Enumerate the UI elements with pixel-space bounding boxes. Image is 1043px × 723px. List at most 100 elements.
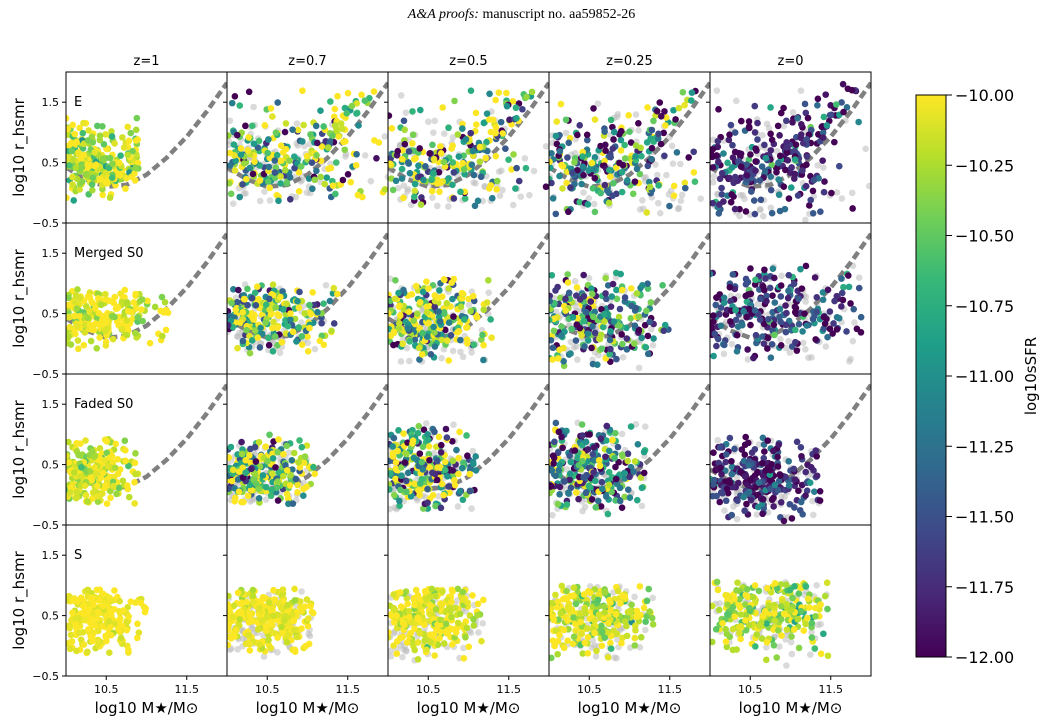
galaxy-point xyxy=(809,187,817,195)
galaxy-point xyxy=(74,286,81,293)
galaxy-point xyxy=(728,463,736,471)
galaxy-point xyxy=(785,482,793,489)
galaxy-point xyxy=(124,308,132,315)
galaxy-point xyxy=(392,465,399,473)
galaxy-point xyxy=(795,320,803,328)
background-point xyxy=(805,354,812,361)
galaxy-point xyxy=(77,440,84,447)
galaxy-point xyxy=(266,431,273,439)
galaxy-point xyxy=(125,493,133,501)
galaxy-point xyxy=(236,319,244,326)
galaxy-point xyxy=(480,306,488,313)
galaxy-point xyxy=(249,170,257,178)
galaxy-point xyxy=(132,470,139,478)
galaxy-point xyxy=(67,341,75,348)
galaxy-point xyxy=(812,336,819,343)
galaxy-point xyxy=(636,170,644,178)
galaxy-point xyxy=(638,152,645,160)
galaxy-point xyxy=(717,304,725,311)
galaxy-point xyxy=(797,444,805,451)
background-point xyxy=(635,364,643,372)
galaxy-point xyxy=(76,629,83,637)
galaxy-point xyxy=(617,270,624,278)
galaxy-point xyxy=(726,131,733,138)
background-point xyxy=(457,348,464,356)
galaxy-point xyxy=(556,483,564,491)
galaxy-point xyxy=(743,313,750,321)
galaxy-point xyxy=(94,608,102,616)
galaxy-point xyxy=(755,479,763,487)
background-point xyxy=(778,493,785,500)
panel-e-z025 xyxy=(548,71,711,224)
galaxy-point xyxy=(591,208,599,216)
galaxy-point xyxy=(727,121,735,129)
background-point xyxy=(521,155,529,162)
galaxy-point xyxy=(67,631,75,639)
panel-faded-s0-z025 xyxy=(548,373,711,526)
galaxy-point xyxy=(564,279,572,286)
galaxy-point xyxy=(94,290,102,297)
galaxy-point xyxy=(91,149,98,156)
background-point xyxy=(429,194,436,201)
galaxy-point xyxy=(422,162,429,170)
galaxy-point xyxy=(435,169,443,176)
galaxy-point xyxy=(767,485,774,493)
galaxy-point xyxy=(812,447,820,454)
galaxy-point xyxy=(118,325,126,333)
galaxy-point xyxy=(710,476,718,484)
galaxy-point xyxy=(720,150,727,157)
galaxy-point xyxy=(274,449,281,456)
galaxy-point xyxy=(849,205,856,212)
galaxy-point xyxy=(728,471,736,478)
galaxy-point xyxy=(227,443,235,451)
background-point xyxy=(777,335,784,343)
galaxy-point xyxy=(416,491,423,499)
galaxy-point xyxy=(826,308,834,315)
galaxy-point xyxy=(448,145,455,152)
galaxy-point xyxy=(239,337,247,345)
galaxy-point xyxy=(93,586,101,594)
galaxy-point xyxy=(106,194,114,201)
galaxy-point xyxy=(258,311,266,318)
galaxy-point xyxy=(644,104,651,111)
galaxy-point xyxy=(441,326,449,334)
galaxy-point xyxy=(819,289,827,296)
galaxy-point xyxy=(339,176,347,184)
galaxy-point xyxy=(764,437,772,444)
galaxy-point xyxy=(646,183,654,191)
galaxy-point xyxy=(71,130,79,138)
reference-curve xyxy=(227,81,388,190)
background-point xyxy=(567,338,575,346)
galaxy-point xyxy=(448,279,456,287)
galaxy-point xyxy=(99,123,106,130)
galaxy-point xyxy=(97,474,105,482)
galaxy-point xyxy=(604,510,612,518)
galaxy-point xyxy=(584,330,592,337)
galaxy-point xyxy=(618,169,626,176)
galaxy-point xyxy=(66,645,74,653)
galaxy-point xyxy=(388,486,393,493)
background-point xyxy=(728,340,736,348)
galaxy-point xyxy=(425,285,432,292)
background-point xyxy=(656,209,664,217)
background-point xyxy=(571,149,579,157)
galaxy-point xyxy=(269,281,277,289)
galaxy-point xyxy=(66,323,74,331)
background-point xyxy=(736,212,743,220)
galaxy-point xyxy=(111,464,119,472)
galaxy-point xyxy=(597,503,605,510)
background-point xyxy=(652,161,659,168)
galaxy-point xyxy=(262,319,269,326)
galaxy-point xyxy=(480,119,488,127)
background-point xyxy=(468,505,475,512)
galaxy-point xyxy=(112,440,120,448)
panel-e-z07 xyxy=(226,71,389,224)
galaxy-point xyxy=(768,341,776,348)
galaxy-point xyxy=(250,140,258,148)
galaxy-point xyxy=(438,336,445,344)
galaxy-point xyxy=(269,347,277,355)
galaxy-point xyxy=(584,337,592,344)
galaxy-point xyxy=(830,320,837,327)
galaxy-point xyxy=(549,489,553,497)
galaxy-point xyxy=(133,114,141,122)
